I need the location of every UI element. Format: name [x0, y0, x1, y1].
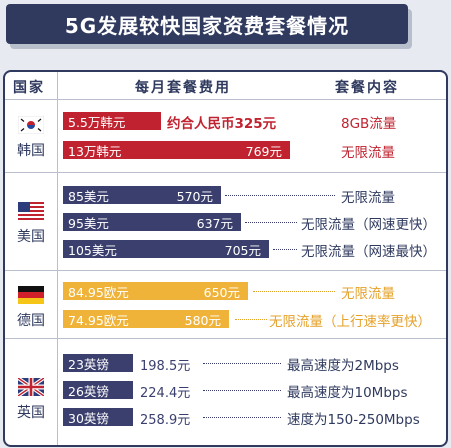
leader-dots — [203, 417, 281, 418]
rmb-value: 580元 — [184, 312, 221, 328]
header-country: 国家 — [13, 80, 45, 96]
price-bar: 23英镑 — [63, 354, 133, 372]
uk-flag-icon — [18, 378, 44, 396]
price-label: 74.95欧元 — [68, 312, 129, 328]
price-bar: 26英镑 — [63, 381, 133, 399]
package-content: 最高速度为2Mbps — [287, 358, 399, 374]
rmb-value: 570元 — [176, 188, 213, 204]
country-name-uk: 英国 — [17, 405, 45, 421]
price-bar: 85美元 570元 — [63, 186, 221, 204]
header-divider — [5, 99, 446, 100]
leader-dots — [225, 195, 335, 196]
price-bar: 95美元 637元 — [63, 213, 241, 231]
row-divider — [5, 270, 446, 271]
price-label: 13万韩元 — [68, 143, 122, 159]
package-content: 无限流量（网速最快） — [301, 244, 436, 260]
country-name-korea: 韩国 — [17, 143, 45, 159]
rmb-value: 637元 — [196, 215, 233, 231]
price-label: 95美元 — [68, 215, 109, 231]
country-name-germany: 德国 — [17, 313, 45, 329]
package-content: 无限流量 — [341, 286, 395, 302]
rmb-value: 705元 — [224, 242, 261, 258]
package-content: 无限流量（上行速率更快） — [269, 314, 431, 330]
package-content: 速度为150-250Mbps — [287, 412, 420, 428]
rmb-value: 198.5元 — [140, 359, 191, 374]
price-label: 84.95欧元 — [68, 284, 129, 300]
price-label: 23英镑 — [68, 356, 109, 372]
price-bar: 13万韩元 769元 — [63, 141, 290, 159]
package-content: 无限流量 — [341, 145, 395, 161]
leader-dots — [203, 390, 281, 391]
price-bar: 5.5万韩元 — [63, 112, 161, 130]
price-bar: 30英镑 — [63, 408, 133, 426]
price-label: 105美元 — [68, 242, 117, 258]
rmb-value: 约合人民币325元 — [167, 116, 277, 132]
row-divider — [5, 172, 446, 173]
country-name-usa: 美国 — [17, 229, 45, 245]
leader-dots — [253, 291, 335, 292]
package-content: 8GB流量 — [341, 116, 397, 132]
price-label: 26英镑 — [68, 383, 109, 399]
usa-flag-icon — [18, 202, 44, 220]
germany-flag-icon — [18, 286, 44, 304]
price-bar: 105美元 705元 — [63, 240, 269, 258]
price-label: 30英镑 — [68, 410, 109, 426]
page-title: 5G发展较快国家资费套餐情况 — [64, 13, 350, 38]
price-bar: 84.95欧元 650元 — [63, 282, 248, 300]
header-monthly-fee: 每月套餐费用 — [135, 80, 231, 96]
plan-table: 国家 每月套餐费用 套餐内容 韩国 5.5万韩元 约合人民币325元 8GB流量… — [3, 70, 448, 447]
leader-dots — [273, 249, 297, 250]
header-package: 套餐内容 — [335, 80, 399, 96]
title-banner: 5G发展较快国家资费套餐情况 — [6, 4, 408, 44]
rmb-value: 258.9元 — [140, 413, 191, 428]
price-label: 85美元 — [68, 188, 109, 204]
row-divider — [5, 338, 446, 339]
leader-dots — [245, 222, 297, 223]
rmb-value: 769元 — [245, 143, 282, 159]
column-divider — [57, 72, 58, 445]
price-label: 5.5万韩元 — [68, 114, 126, 130]
package-content: 无限流量（网速更快） — [301, 217, 436, 233]
rmb-value: 650元 — [203, 284, 240, 300]
package-content: 最高速度为10Mbps — [287, 385, 408, 401]
package-content: 无限流量 — [341, 190, 395, 206]
leader-dots — [203, 363, 281, 364]
rmb-value: 224.4元 — [140, 386, 191, 401]
price-bar: 74.95欧元 580元 — [63, 310, 229, 328]
south-korea-flag-icon — [18, 116, 44, 134]
leader-dots — [235, 319, 267, 320]
